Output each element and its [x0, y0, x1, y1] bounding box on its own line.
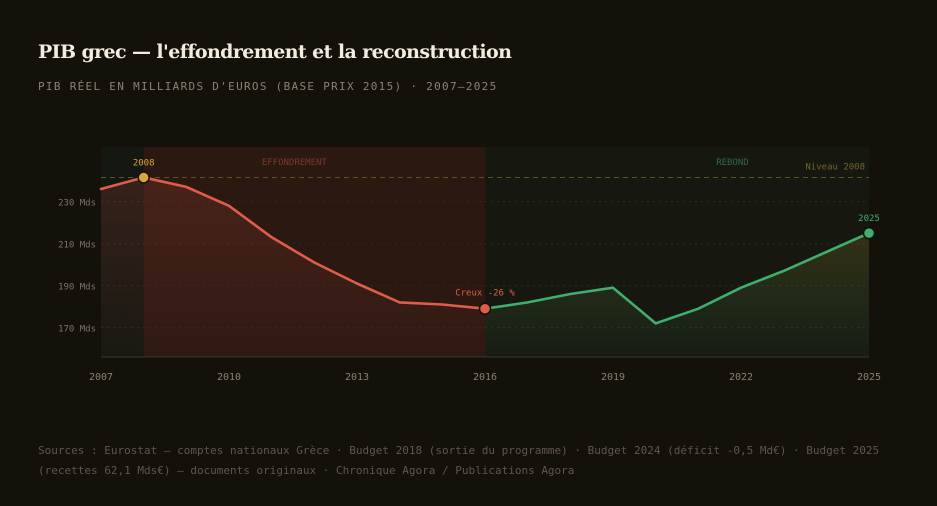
x-tick-label: 2025 [857, 372, 881, 383]
x-tick-label: 2007 [89, 372, 113, 383]
band-label: REBOND [716, 158, 749, 168]
y-tick-label: 170 Mds [58, 325, 96, 335]
series-line-rebound [483, 231, 871, 325]
y-tick-label: 230 Mds [58, 199, 96, 209]
series-area [101, 177, 485, 357]
annotation-marker [862, 226, 876, 240]
gdp-line-chart: 170 Mds 190 Mds 210 Mds 230 Mds Niveau 2008 E… [58, 147, 881, 383]
annotation-label: Creux -26 % [455, 289, 515, 299]
annotation-label: 2008 [133, 158, 155, 168]
series-area [485, 233, 869, 357]
x-tick-label: 2010 [217, 372, 241, 383]
page-title: PIB grec — l'effondrement et la reconstr… [38, 41, 512, 63]
sources-footnote: Sources : Eurostat — comptes nationaux G… [38, 444, 880, 477]
annotation-label: 2025 [858, 214, 880, 224]
series-line-collapse [99, 176, 487, 311]
annotation-marker [137, 171, 150, 184]
band-label: EFFONDREMENT [262, 158, 328, 168]
reference-line-label: Niveau 2008 [805, 162, 865, 172]
x-tick-label: 2019 [601, 372, 625, 383]
x-tick-label: 2022 [729, 372, 753, 383]
x-tick-label: 2016 [473, 372, 497, 383]
annotation-marker [478, 302, 492, 315]
x-tick-label: 2013 [345, 372, 369, 383]
y-tick-label: 190 Mds [58, 283, 96, 293]
page-subtitle: PIB RÉEL EN MILLIARDS D'EUROS (BASE PRIX… [38, 80, 498, 93]
y-tick-label: 210 Mds [58, 241, 96, 251]
